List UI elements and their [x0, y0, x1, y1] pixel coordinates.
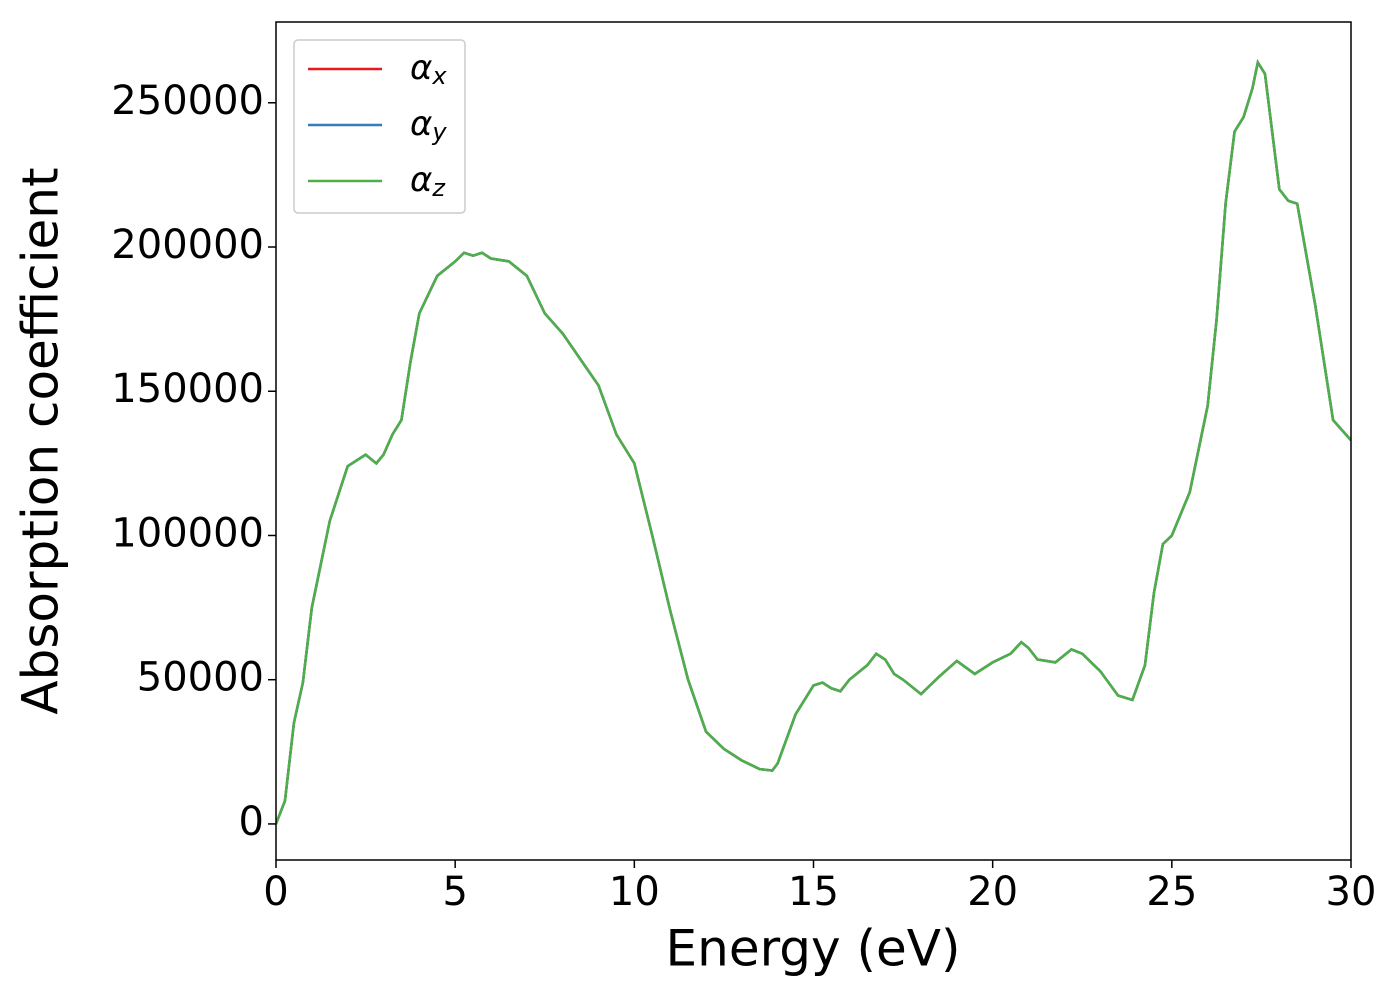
line — [276, 59, 1351, 825]
x-tick-label: 25 — [1146, 869, 1197, 915]
y-axis-label: Absorption coefficient — [12, 167, 70, 714]
y-tick-label: 200000 — [111, 222, 264, 268]
y-tick-label: 100000 — [111, 510, 264, 556]
y-tick-label: 250000 — [111, 78, 264, 124]
x-tick-label: 0 — [263, 869, 288, 915]
x-tick-label: 30 — [1326, 869, 1377, 915]
x-axis-label: Energy (eV) — [666, 920, 961, 978]
x-tick-label: 5 — [442, 869, 467, 915]
legend-label: αz — [410, 160, 446, 203]
y-tick-label: 50000 — [137, 655, 264, 701]
x-tick-label: 10 — [609, 869, 660, 915]
x-tick-label: 20 — [967, 869, 1018, 915]
legend-box — [293, 39, 466, 214]
legend-label: αx — [410, 48, 447, 91]
y-tick-label: 0 — [239, 799, 264, 845]
legend-label: αy — [410, 104, 447, 147]
y-tick-label: 150000 — [111, 366, 264, 412]
plot-frame — [275, 21, 1352, 861]
x-tick-label: 15 — [788, 869, 839, 915]
